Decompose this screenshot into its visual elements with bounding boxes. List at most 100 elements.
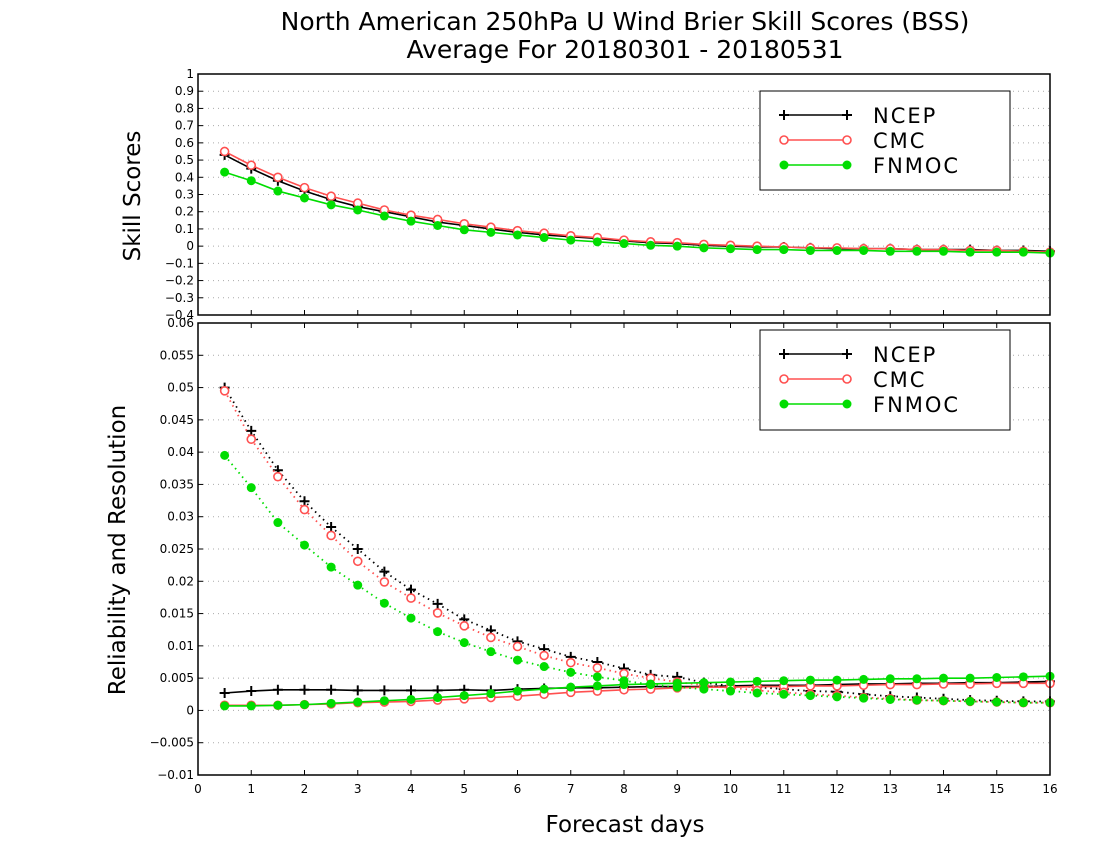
top-legend-label-cmc: CMC [873, 129, 926, 153]
top-point-fnmoc [513, 230, 522, 240]
top-point-fnmoc [619, 239, 629, 249]
bottom-point-fnmoc-solid [566, 682, 576, 692]
bottom-point-fnmoc-dotted [752, 688, 762, 698]
top-y-tick-label: 0.2 [175, 205, 194, 219]
bottom-point-fnmoc-dotted [592, 672, 602, 682]
top-point-fnmoc [406, 216, 416, 226]
top-y-tick-label: −0.1 [165, 256, 194, 270]
bottom-point-ncep-solid [299, 684, 310, 695]
bottom-point-ncep-dotted [379, 566, 390, 577]
bottom-y-axis-label: Reliability and Resolution [105, 405, 131, 695]
x-tick-label: 11 [776, 782, 791, 796]
bottom-point-fnmoc-solid [752, 676, 762, 686]
bottom-point-cmc-dotted [406, 593, 416, 603]
x-tick-label: 0 [194, 782, 202, 796]
bottom-point-fnmoc-solid [433, 693, 443, 703]
bottom-point-fnmoc-solid [246, 701, 256, 711]
bottom-point-cmc-dotted [592, 663, 603, 673]
x-axis: 0 1 2 3 4 5 6 7 8 9 10 11 12 13 14 15 16 [194, 310, 1058, 796]
bottom-legend-marker-ncep [779, 349, 789, 359]
x-axis-label: Forecast days [546, 812, 705, 838]
top-y-tick-label: −0.3 [165, 291, 194, 305]
bottom-point-fnmoc-dotted [939, 696, 948, 706]
bottom-point-fnmoc-dotted [965, 696, 975, 706]
top-point-fnmoc [832, 245, 842, 255]
bottom-point-fnmoc-solid [406, 694, 416, 704]
bottom-point-ncep-solid [219, 687, 230, 698]
top-point-fnmoc [300, 193, 309, 203]
bottom-point-fnmoc-dotted [220, 450, 230, 460]
x-tick-label: 15 [989, 782, 1004, 796]
bottom-point-fnmoc-dotted [619, 676, 629, 686]
top-y-tick-label: 0.7 [175, 119, 194, 133]
bottom-point-fnmoc-solid [273, 700, 283, 710]
top-y-tick-label: 0.9 [175, 84, 194, 98]
top-y-tick-label: 0 [186, 239, 194, 253]
bottom-y-tick-label: 0.02 [167, 574, 194, 588]
bottom-point-fnmoc-dotted [379, 598, 389, 608]
bottom-point-fnmoc-solid [300, 700, 309, 710]
bottom-point-fnmoc-dotted [992, 697, 1002, 707]
bottom-point-fnmoc-dotted [672, 682, 682, 692]
top-point-fnmoc [912, 246, 922, 256]
bottom-point-cmc-dotted [539, 650, 549, 661]
top-point-cmc [246, 160, 257, 171]
top-point-fnmoc [672, 241, 682, 251]
x-tick-label: 8 [620, 782, 628, 796]
bottom-point-fnmoc-dotted [1018, 698, 1028, 708]
bottom-point-fnmoc-dotted [486, 647, 496, 657]
bottom-point-fnmoc-solid [939, 673, 948, 683]
top-y-tick-label: 0.1 [175, 222, 194, 236]
bottom-point-cmc-dotted [486, 632, 496, 643]
bottom-point-fnmoc-solid [726, 677, 735, 687]
bottom-y-tick-label: 0.005 [160, 671, 194, 685]
bottom-y-tick-label: 0.045 [160, 413, 194, 427]
x-tick-label: 6 [514, 782, 522, 796]
bottom-y-tick-label: 0.035 [160, 477, 194, 491]
top-point-fnmoc [859, 245, 869, 255]
bottom-point-fnmoc-solid [859, 674, 869, 684]
bottom-series-line-cmc-dotted [223, 390, 1050, 704]
top-point-fnmoc [566, 235, 576, 245]
x-tick-label: 14 [936, 782, 951, 796]
x-tick-label: 16 [1042, 782, 1057, 796]
top-legend-marker-fnmoc [779, 160, 789, 170]
top-point-fnmoc [353, 205, 363, 215]
top-point-fnmoc [220, 167, 230, 177]
top-legend-marker-ncep [779, 110, 789, 120]
x-tick-label: 3 [354, 782, 362, 796]
top-point-fnmoc [379, 211, 389, 221]
bottom-y-tick-label: 0.025 [160, 542, 194, 556]
top-point-fnmoc [459, 225, 469, 235]
top-point-cmc [219, 146, 230, 157]
bottom-y-tick-label: 0.03 [167, 510, 194, 524]
bottom-point-fnmoc-solid [699, 678, 709, 688]
bottom-point-fnmoc-solid [805, 675, 815, 685]
bottom-point-cmc-dotted [352, 556, 363, 567]
x-tick-label: 10 [723, 782, 738, 796]
top-y-tick-label: 0.4 [175, 170, 194, 184]
x-tick-label: 9 [673, 782, 681, 796]
bottom-point-cmc-dotted [219, 385, 230, 396]
bottom-point-ncep-solid [272, 684, 283, 695]
top-point-fnmoc [939, 246, 948, 256]
bottom-legend-marker-cmc [779, 374, 789, 384]
bottom-point-fnmoc-dotted [779, 689, 789, 699]
bottom-y-tick-label: 0.015 [160, 607, 194, 621]
bottom-point-fnmoc-solid [539, 684, 549, 694]
top-legend-label-ncep: NCEP [873, 104, 937, 128]
bottom-point-fnmoc-solid [885, 674, 895, 684]
top-point-fnmoc [486, 227, 496, 237]
bottom-point-cmc-dotted [326, 530, 336, 541]
bottom-point-fnmoc-solid [965, 673, 975, 683]
bottom-point-fnmoc-dotted [885, 694, 895, 704]
top-point-fnmoc [965, 247, 975, 257]
bottom-point-fnmoc-dotted [805, 691, 815, 701]
bottom-point-ncep-solid [379, 685, 390, 696]
top-point-fnmoc [992, 247, 1002, 257]
bottom-point-fnmoc-solid [832, 675, 842, 685]
bottom-point-ncep-solid [406, 685, 416, 696]
